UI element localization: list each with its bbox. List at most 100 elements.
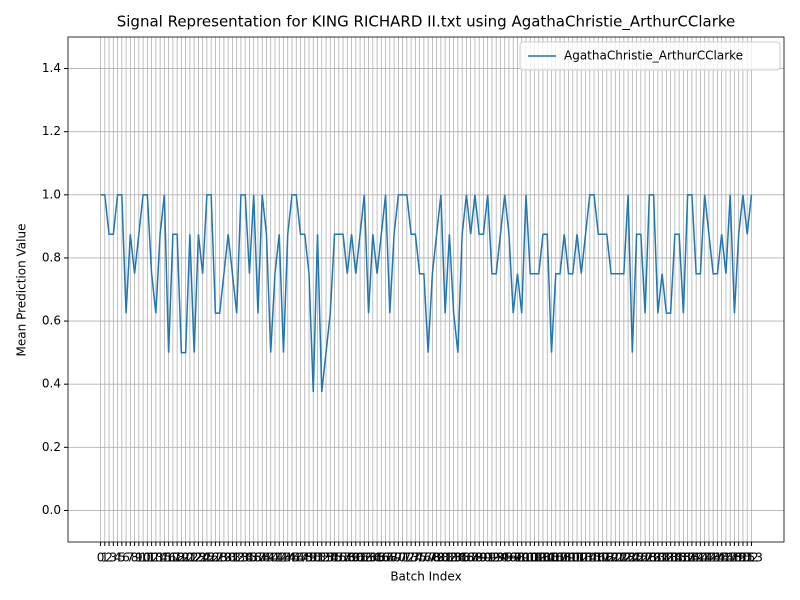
x-tick-label: 125 xyxy=(621,551,644,565)
x-tick-label: 68 xyxy=(382,551,397,565)
x-tick-label: 37 xyxy=(250,551,265,565)
y-tick-label: 1.0 xyxy=(42,187,61,201)
x-tick-label: 38 xyxy=(255,551,270,565)
x-tick-label: 73 xyxy=(403,551,418,565)
x-tick-label: 128 xyxy=(634,551,657,565)
x-tick-label: 57 xyxy=(335,551,350,565)
x-tick-label: 132 xyxy=(651,551,674,565)
x-tick-label: 15 xyxy=(157,551,172,565)
x-tick-label: 33 xyxy=(233,551,248,565)
x-tick-label: 81 xyxy=(438,551,453,565)
x-tick-label: 77 xyxy=(420,551,435,565)
x-tick-label: 47 xyxy=(293,551,308,565)
x-tick-label: 61 xyxy=(352,551,367,565)
y-tick-label: 0.8 xyxy=(42,250,61,264)
x-tick-label: 139 xyxy=(680,551,703,565)
x-tick-label: 99 xyxy=(514,551,529,565)
x-tick-label: 10 xyxy=(135,551,150,565)
x-tick-label: 111 xyxy=(561,551,584,565)
x-tick-label: 60 xyxy=(348,551,363,565)
x-tick-label: 56 xyxy=(331,551,346,565)
x-tick-label: 5 xyxy=(118,551,126,565)
x-tick-label: 108 xyxy=(549,551,572,565)
x-tick-label: 65 xyxy=(369,551,384,565)
x-tick-label: 23 xyxy=(191,551,206,565)
y-tick-label: 1.4 xyxy=(42,61,61,75)
x-tick-label: 112 xyxy=(566,551,589,565)
x-tick-label: 137 xyxy=(672,551,695,565)
x-tick-label: 116 xyxy=(583,551,606,565)
x-tick-label: 28 xyxy=(212,551,227,565)
x-tick-label: 79 xyxy=(429,551,444,565)
x-tick-label: 3 xyxy=(109,551,117,565)
x-tick-label: 27 xyxy=(208,551,223,565)
x-tick-label: 113 xyxy=(570,551,593,565)
x-tick-label: 80 xyxy=(433,551,448,565)
x-tick-label: 51 xyxy=(310,551,325,565)
x-tick-label: 72 xyxy=(399,551,414,565)
x-tick-label: 90 xyxy=(476,551,491,565)
x-tick-label: 96 xyxy=(501,551,516,565)
x-tick-label: 129 xyxy=(638,551,661,565)
x-tick-label: 40 xyxy=(263,551,278,565)
x-tick-label: 120 xyxy=(600,551,623,565)
x-tick-label: 66 xyxy=(374,551,389,565)
x-tick-label: 124 xyxy=(617,551,640,565)
x-tick-label: 58 xyxy=(340,551,355,565)
x-tick-label: 44 xyxy=(280,551,295,565)
x-tick-label: 74 xyxy=(408,551,423,565)
x-tick-label: 52 xyxy=(314,551,329,565)
x-tick-label: 19 xyxy=(174,551,189,565)
x-tick-label: 39 xyxy=(259,551,274,565)
x-tick-label: 20 xyxy=(178,551,193,565)
x-tick-label: 101 xyxy=(519,551,542,565)
x-tick-label: 53 xyxy=(318,551,333,565)
x-tick-label: 12 xyxy=(144,551,159,565)
x-tick-label: 4 xyxy=(114,551,122,565)
x-tick-label: 146 xyxy=(710,551,733,565)
x-tick-label: 55 xyxy=(327,551,342,565)
x-tick-label: 32 xyxy=(229,551,244,565)
x-tick-label: 134 xyxy=(659,551,682,565)
x-tick-label: 97 xyxy=(506,551,521,565)
x-tick-label: 94 xyxy=(493,551,508,565)
x-tick-label: 11 xyxy=(140,551,155,565)
x-tick-label: 121 xyxy=(604,551,627,565)
x-tick-label: 103 xyxy=(527,551,550,565)
x-tick-label: 17 xyxy=(165,551,180,565)
x-tick-label: 104 xyxy=(532,551,555,565)
x-tick-label: 67 xyxy=(378,551,393,565)
x-tick-label: 91 xyxy=(480,551,495,565)
x-tick-label: 105 xyxy=(536,551,559,565)
x-tick-label: 147 xyxy=(714,551,737,565)
x-tick-label: 133 xyxy=(655,551,678,565)
x-tick-label: 48 xyxy=(297,551,312,565)
plot-frame xyxy=(67,36,785,543)
x-tick-label: 34 xyxy=(238,551,253,565)
y-tick-label: 0.0 xyxy=(42,503,61,517)
x-tick-label: 85 xyxy=(455,551,470,565)
x-tick-label: 0 xyxy=(97,551,105,565)
x-tick-label: 84 xyxy=(450,551,465,565)
x-tick-label: 25 xyxy=(199,551,214,565)
x-tick-label: 98 xyxy=(510,551,525,565)
x-tick-label: 142 xyxy=(693,551,716,565)
x-tick-label: 145 xyxy=(706,551,729,565)
x-tick-label: 93 xyxy=(489,551,504,565)
x-tick-label: 59 xyxy=(344,551,359,565)
x-tick-label: 136 xyxy=(668,551,691,565)
x-tick-label: 78 xyxy=(425,551,440,565)
x-tick-label: 126 xyxy=(625,551,648,565)
x-tick-label: 148 xyxy=(719,551,742,565)
x-tick-label: 6 xyxy=(122,551,130,565)
x-tick-label: 109 xyxy=(553,551,576,565)
y-tick-label: 0.6 xyxy=(42,314,61,328)
x-tick-label: 152 xyxy=(736,551,759,565)
x-tick-label: 31 xyxy=(225,551,240,565)
x-tick-label: 18 xyxy=(169,551,184,565)
x-tick-label: 135 xyxy=(663,551,686,565)
legend-box xyxy=(519,41,781,71)
legend-label: AgathaChristie_ArthurCClarke xyxy=(564,49,743,63)
x-tick-label: 153 xyxy=(740,551,763,565)
x-tick-label: 123 xyxy=(612,551,635,565)
